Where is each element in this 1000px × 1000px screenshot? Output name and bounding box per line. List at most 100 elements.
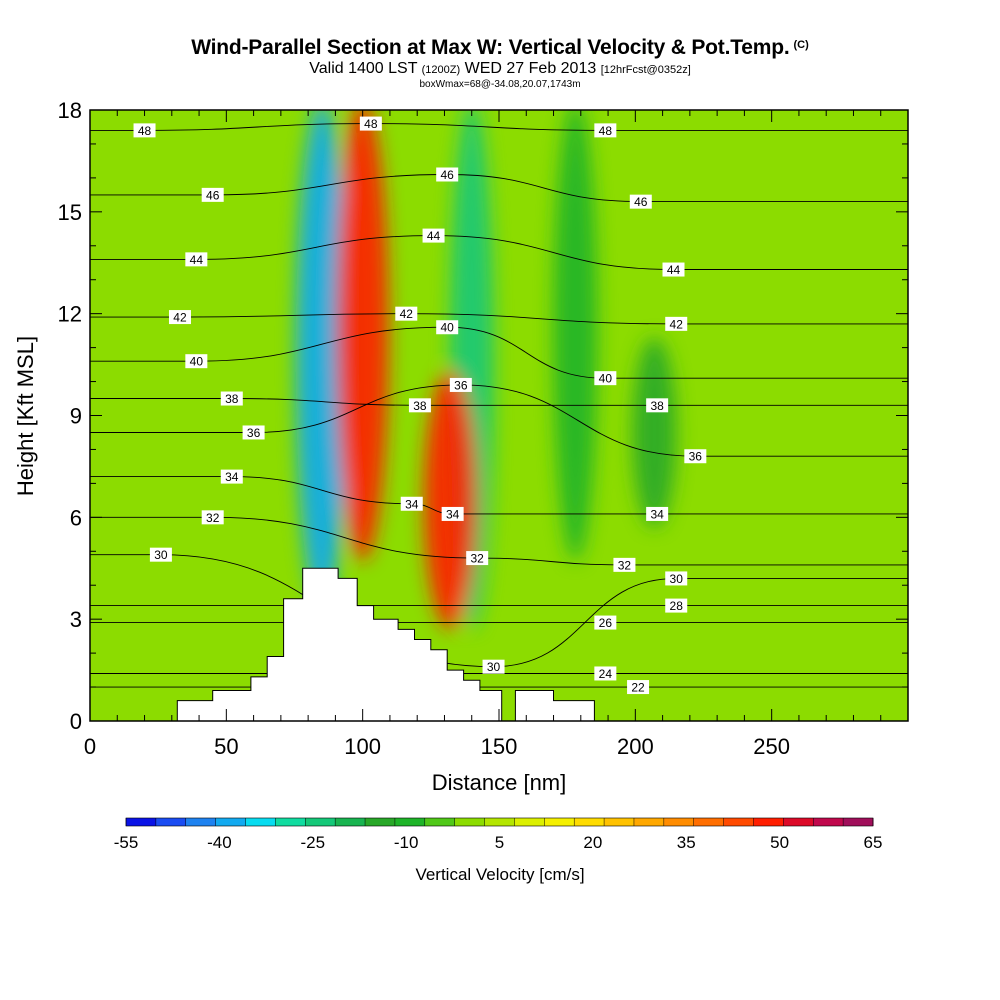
x-tick-label-200: 200 bbox=[617, 734, 654, 759]
svg-text:44: 44 bbox=[190, 253, 204, 267]
contour-label-26-32: 26 bbox=[594, 615, 617, 630]
contour-label-38-17: 38 bbox=[646, 398, 669, 413]
contour-label-34-21: 34 bbox=[220, 469, 243, 484]
contour-label-40-14: 40 bbox=[594, 371, 617, 386]
plot-area bbox=[90, 110, 908, 721]
svg-text:46: 46 bbox=[441, 168, 455, 182]
svg-text:26: 26 bbox=[599, 616, 613, 630]
contour-label-42-11: 42 bbox=[665, 316, 688, 331]
title-block: Wind-Parallel Section at Max W: Vertical… bbox=[0, 36, 1000, 90]
svg-text:46: 46 bbox=[206, 188, 220, 202]
contour-label-38-16: 38 bbox=[408, 398, 431, 413]
svg-text:34: 34 bbox=[446, 507, 460, 521]
contour-label-38-15: 38 bbox=[220, 391, 243, 406]
svg-text:44: 44 bbox=[427, 229, 441, 243]
contour-label-40-12: 40 bbox=[185, 354, 208, 369]
y-axis-title: Height [Kft MSL] bbox=[13, 336, 38, 496]
subtitle-valid-time: Valid 1400 LST bbox=[309, 60, 418, 77]
colorbar-swatch-17 bbox=[633, 818, 665, 826]
svg-text:28: 28 bbox=[670, 599, 684, 613]
svg-text:30: 30 bbox=[487, 660, 501, 674]
colorbar-tick-label--40: -40 bbox=[207, 833, 232, 852]
contour-label-42-10: 42 bbox=[395, 306, 418, 321]
colorbar-swatch-2 bbox=[185, 818, 217, 826]
colorbar-swatch-8 bbox=[365, 818, 396, 826]
colorbar-swatch-12 bbox=[484, 818, 515, 826]
contour-label-32-26: 32 bbox=[466, 551, 489, 566]
x-tick-label-0: 0 bbox=[84, 734, 96, 759]
colorbar-tick-label--25: -25 bbox=[300, 833, 325, 852]
theta-contour-36 bbox=[90, 384, 908, 457]
svg-text:38: 38 bbox=[650, 399, 664, 413]
contour-label-48-2: 48 bbox=[594, 123, 617, 138]
svg-text:48: 48 bbox=[599, 124, 613, 138]
svg-text:30: 30 bbox=[154, 548, 168, 562]
contour-label-44-7: 44 bbox=[422, 228, 445, 243]
contour-label-46-3: 46 bbox=[201, 187, 224, 202]
colorbar-swatch-14 bbox=[544, 818, 575, 826]
contour-label-36-20: 36 bbox=[684, 449, 707, 464]
y-tick-label-15: 15 bbox=[58, 200, 82, 225]
x-axis-title: Distance [nm] bbox=[432, 770, 567, 795]
chart-subtitle: Valid 1400 LST (1200Z) WED 27 Feb 2013 [… bbox=[0, 60, 1000, 79]
colorbar-swatch-15 bbox=[574, 818, 605, 826]
contour-label-34-23: 34 bbox=[441, 506, 464, 521]
colorbar-swatch-22 bbox=[783, 818, 814, 826]
x-tick-label-150: 150 bbox=[481, 734, 518, 759]
colorbar-swatch-5 bbox=[275, 818, 306, 826]
contour-label-34-22: 34 bbox=[400, 496, 423, 511]
plot-background bbox=[90, 110, 908, 721]
svg-text:46: 46 bbox=[634, 195, 648, 209]
colorbar-tick-label-20: 20 bbox=[583, 833, 602, 852]
contour-label-34-24: 34 bbox=[646, 506, 669, 521]
colorbar: -55 -40 -25 -10 5 20 35 50 65 bbox=[114, 817, 882, 852]
colorbar-swatch-6 bbox=[305, 818, 336, 826]
y-tick-label-12: 12 bbox=[58, 302, 82, 327]
copyright-mark: (C) bbox=[793, 38, 809, 51]
contour-label-32-27: 32 bbox=[613, 557, 636, 572]
svg-text:24: 24 bbox=[599, 667, 613, 681]
svg-text:40: 40 bbox=[190, 355, 204, 369]
colorbar-tick-label-5: 5 bbox=[495, 833, 504, 852]
svg-text:32: 32 bbox=[206, 511, 220, 525]
colorbar-swatch-16 bbox=[604, 818, 635, 826]
colorbar-swatch-20 bbox=[723, 818, 754, 826]
colorbar-tick-label--55: -55 bbox=[114, 833, 139, 852]
contour-label-24-33: 24 bbox=[594, 666, 617, 681]
contour-label-30-28: 30 bbox=[149, 547, 172, 562]
svg-text:36: 36 bbox=[454, 378, 468, 392]
colorbar-swatch-1 bbox=[155, 818, 187, 826]
theta-contour-46 bbox=[90, 174, 908, 203]
colorbar-swatch-0 bbox=[126, 818, 157, 826]
svg-text:30: 30 bbox=[670, 572, 684, 586]
svg-text:42: 42 bbox=[670, 317, 684, 331]
velocity-feature-3 bbox=[423, 371, 476, 630]
svg-text:38: 38 bbox=[413, 399, 427, 413]
svg-text:34: 34 bbox=[405, 497, 419, 511]
x-tick-label-50: 50 bbox=[214, 734, 238, 759]
colorbar-swatch-7 bbox=[335, 818, 366, 826]
y-tick-label-0: 0 bbox=[70, 709, 82, 734]
contour-label-46-4: 46 bbox=[436, 167, 459, 182]
svg-text:36: 36 bbox=[689, 450, 703, 464]
contour-label-48-0: 48 bbox=[133, 123, 156, 138]
svg-text:32: 32 bbox=[618, 558, 632, 572]
svg-text:44: 44 bbox=[667, 263, 681, 277]
colorbar-tick-label-50: 50 bbox=[770, 833, 789, 852]
svg-text:22: 22 bbox=[631, 681, 645, 695]
contour-label-36-18: 36 bbox=[242, 425, 265, 440]
subtitle-date: WED 27 Feb 2013 bbox=[464, 60, 597, 77]
svg-text:40: 40 bbox=[441, 321, 455, 335]
terrain-mask bbox=[90, 567, 908, 721]
y-tick-label-3: 3 bbox=[70, 607, 82, 632]
x-axis: 0 50 100 150 200 250 bbox=[84, 110, 882, 759]
colorbar-swatch-21 bbox=[753, 818, 784, 826]
contour-label-28-31: 28 bbox=[665, 598, 688, 613]
colorbar-swatch-23 bbox=[813, 818, 844, 826]
colorbar-swatch-9 bbox=[394, 818, 426, 826]
subtitle-utc-time: (1200Z) bbox=[421, 64, 461, 76]
colorbar-swatch-3 bbox=[215, 818, 247, 826]
colorbar-swatch-13 bbox=[514, 818, 545, 826]
